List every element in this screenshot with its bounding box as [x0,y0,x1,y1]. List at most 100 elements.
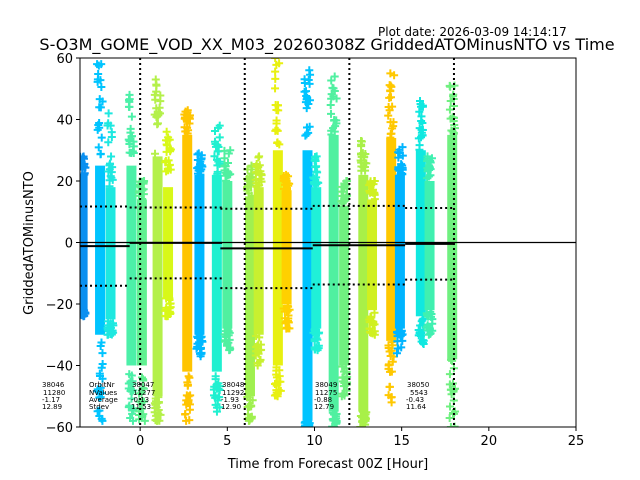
data-point [213,167,222,176]
data-point [418,101,427,110]
data-point [426,171,435,180]
data-point [370,190,379,199]
data-point [95,103,104,112]
data-point [184,372,193,381]
data-point [251,175,260,184]
data-point [126,413,135,422]
dense-points [105,187,116,320]
data-point [306,70,315,79]
dense-points [281,190,292,304]
orbit-2-number: 38047 [132,381,154,389]
orbit-stats: OrbitNr NValues Average Stdev 38046 1128… [42,381,429,411]
dense-points [126,165,137,366]
y-tick-label: 20 [56,175,73,190]
data-point [365,181,374,190]
orbit-1-stdev: 12.89 [42,403,62,411]
data-point [105,182,114,191]
plot-date: Plot date: 2026-03-09 14:14:17 [378,25,567,39]
scatter-strip [150,75,165,425]
scatter-strip [309,152,324,355]
data-point [446,82,455,91]
data-point [388,357,397,366]
data-point [214,123,223,132]
data-point [272,60,281,69]
data-point [311,179,320,188]
data-point [302,130,311,139]
scatter-strip [242,161,257,425]
data-point [424,172,433,181]
data-point [279,184,288,193]
overlay-lines [80,58,576,427]
data-point [357,137,366,146]
dense-points [152,156,163,397]
data-point [386,86,395,95]
data-point [104,109,113,118]
data-point [139,384,148,393]
data-point [93,75,102,84]
data-point [271,67,280,76]
data-point [254,340,263,349]
data-point [152,87,161,96]
scatter-strip [220,146,235,355]
data-point [153,120,162,129]
data-point [415,107,424,116]
data-point [124,384,133,393]
data-point [96,149,105,158]
data-point [327,130,336,139]
data-point [445,105,454,114]
data-point [304,420,313,427]
x-tick-label: 10 [306,434,323,449]
data-point [220,162,229,171]
dense-points [253,187,264,335]
x-tick-label: 0 [136,434,144,449]
data-point [137,404,146,413]
data-point [80,154,88,163]
data-point [428,319,437,328]
data-point [384,111,393,120]
data-point [196,343,205,352]
data-point [210,152,219,161]
data-point [164,166,173,175]
scatter-strip [124,90,138,425]
data-point [272,390,281,399]
data-point [193,339,202,348]
data-point [390,71,399,80]
data-point [449,128,458,137]
data-point [302,91,311,100]
data-point [330,72,339,81]
data-point [446,97,455,106]
data-point [95,123,104,132]
orbit-3-average: -1.93 [221,396,239,404]
data-point [445,413,454,422]
orbit-4-number: 38049 [315,381,337,389]
y-axis-label: GriddedATOMinusNTO [22,171,37,315]
scatter-strip [445,81,460,427]
data-point [271,58,280,62]
scatter-strip [326,72,341,427]
data-point [340,381,349,390]
data-point [283,179,292,188]
data-point [135,389,144,398]
data-point [361,166,370,175]
dense-points [328,134,339,412]
data-point [107,168,116,177]
data-point [94,61,103,70]
data-point [93,385,102,394]
data-point [125,370,134,379]
data-point [302,123,311,132]
data-point [329,92,338,101]
data-point [182,117,191,126]
data-point [327,109,336,118]
data-point [80,311,86,320]
data-point [311,330,320,339]
data-point [271,74,280,83]
data-point [94,143,103,152]
data-point [273,101,282,110]
data-point [80,162,88,171]
data-point [252,332,261,341]
data-point [224,149,233,158]
data-point [366,312,375,321]
data-point [97,82,106,91]
data-point [195,330,204,339]
data-point [368,329,377,338]
